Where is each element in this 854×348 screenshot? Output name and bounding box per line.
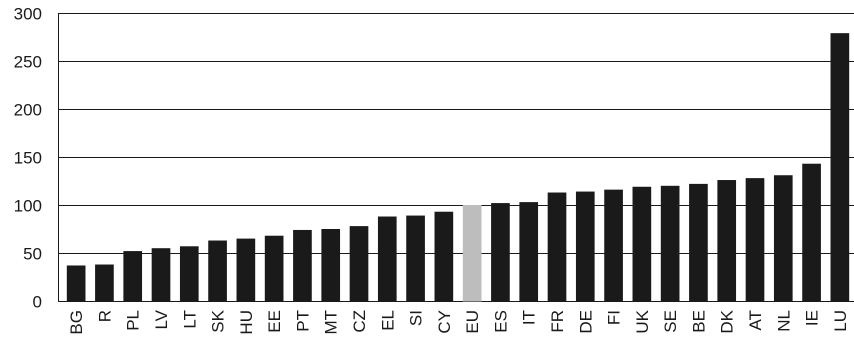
x-tick-label-ee: EE — [265, 310, 284, 333]
y-axis-tick-labels: 0 50 100 150 200 250 300 — [14, 5, 42, 312]
y-tick-label: 300 — [14, 5, 42, 24]
bar-at — [745, 178, 765, 302]
x-tick-label-de: DE — [576, 310, 595, 334]
y-tick-label: 100 — [14, 197, 42, 216]
bar-mt — [321, 229, 341, 302]
bar-pl — [123, 251, 143, 302]
bar-hu — [236, 238, 256, 302]
x-tick-label-be: BE — [689, 310, 708, 333]
x-tick-label-lt: LT — [180, 310, 199, 329]
y-tick-label: 150 — [14, 149, 42, 168]
bar-eu — [462, 205, 482, 302]
x-tick-label-at: AT — [746, 310, 765, 330]
x-tick-label-bg: BG — [67, 310, 86, 335]
bars — [66, 33, 850, 302]
x-tick-label-cy: CY — [435, 310, 454, 334]
x-tick-label-cz: CZ — [350, 310, 369, 333]
bar-bg — [66, 265, 86, 302]
x-tick-label-r: R — [95, 310, 114, 322]
bar-uk — [632, 186, 652, 302]
bar-r — [95, 264, 114, 302]
x-tick-label-ie: IE — [803, 310, 822, 326]
bar-se — [660, 185, 680, 302]
x-tick-label-sk: SK — [209, 309, 228, 332]
x-tick-label-nl: NL — [774, 310, 793, 332]
x-tick-label-si: SI — [407, 310, 426, 326]
bar-it — [519, 202, 539, 302]
x-tick-label-dk: DK — [718, 309, 737, 333]
bar-nl — [773, 175, 793, 302]
bar-cy — [434, 211, 454, 302]
y-tick-label: 0 — [33, 293, 42, 312]
x-tick-label-el: EL — [378, 310, 397, 331]
x-tick-label-pl: PL — [124, 310, 143, 331]
bar-si — [406, 215, 425, 302]
x-tick-label-se: SE — [661, 310, 680, 333]
bar-ee — [264, 235, 284, 302]
x-tick-label-hu: HU — [237, 310, 256, 335]
bar-lt — [179, 246, 199, 302]
y-tick-label: 250 — [14, 53, 42, 72]
x-tick-label-mt: MT — [322, 310, 341, 335]
x-tick-label-lu: LU — [831, 310, 850, 332]
x-tick-label-eu: EU — [463, 310, 482, 334]
x-tick-label-pt: PT — [293, 310, 312, 332]
x-tick-label-lv: LV — [152, 309, 171, 329]
bar-dk — [717, 180, 737, 302]
x-tick-label-uk: UK — [633, 309, 652, 333]
bar-cz — [349, 226, 369, 302]
x-tick-label-es: ES — [491, 310, 510, 333]
x-axis-tick-labels: BG R PL LV LT SK HU EE PT MT CZ EL SI CY EU ES IT FR DE FI U… — [67, 309, 850, 334]
bar-pt — [293, 229, 312, 302]
bar-lv — [151, 248, 171, 302]
bar-ie — [802, 163, 821, 302]
bar-es — [491, 203, 510, 302]
x-tick-label-it: IT — [520, 310, 539, 325]
y-tick-label: 200 — [14, 101, 42, 120]
bar-fi — [604, 189, 623, 302]
bar-el — [377, 216, 397, 302]
x-tick-label-fr: FR — [548, 310, 567, 333]
bar-be — [689, 183, 708, 302]
bar-sk — [208, 240, 227, 302]
bar-de — [575, 191, 595, 302]
y-tick-label: 50 — [23, 245, 42, 264]
x-tick-label-fi: FI — [605, 310, 624, 325]
bar-lu — [830, 33, 850, 302]
bar-fr — [547, 192, 567, 302]
